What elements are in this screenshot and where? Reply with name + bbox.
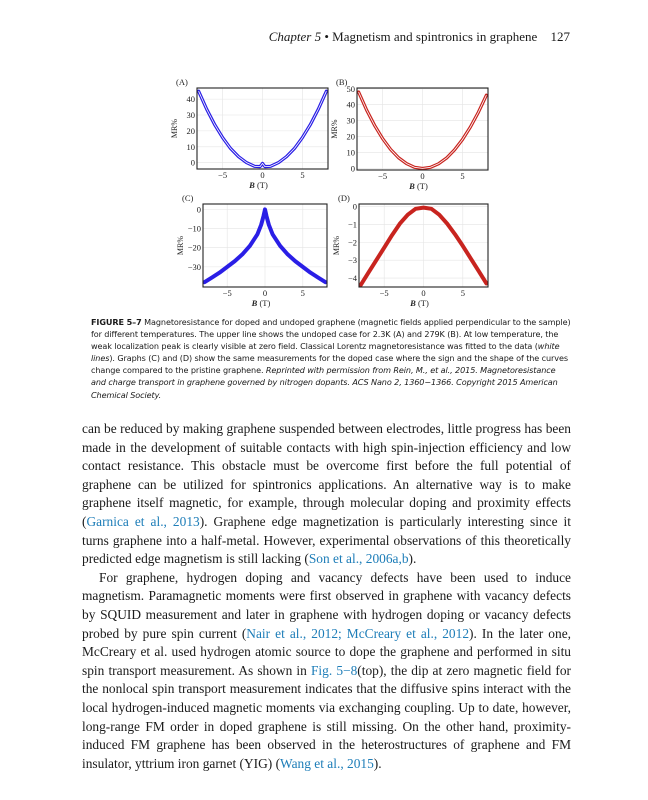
- panel-label: (A): [176, 77, 188, 87]
- panel-label: (C): [182, 193, 194, 203]
- y-tick-label: 0: [353, 202, 357, 212]
- figure-label: FIGURE 5–7: [91, 317, 142, 327]
- plot-frame: [356, 87, 489, 171]
- x-tick-label: 0: [260, 170, 264, 180]
- citation-link[interactable]: Garnica et al., 2013: [86, 513, 200, 529]
- y-tick-label: 0: [191, 158, 195, 168]
- y-tick-label: 20: [187, 126, 196, 136]
- x-tick-label: 0: [420, 171, 424, 181]
- plot-frame: [358, 203, 489, 288]
- x-axis-variable: B: [248, 180, 255, 190]
- caption-text: Reprinted with permission from Rein, M.,…: [91, 365, 558, 400]
- y-tick-label: 0: [351, 163, 355, 173]
- paragraph-text: ). Graphene edge magnetization is partic…: [82, 513, 571, 567]
- y-tick-label: −30: [188, 262, 201, 272]
- y-tick-label: 10: [347, 147, 356, 157]
- x-axis-label: B (T): [248, 180, 268, 190]
- x-axis-unit: (T): [415, 181, 428, 191]
- y-tick-label: 40: [187, 94, 196, 104]
- body-text: can be reduced by making graphene suspen…: [82, 420, 571, 773]
- y-tick-label: −3: [348, 255, 357, 265]
- bullet: •: [324, 29, 329, 44]
- x-tick-label: −5: [218, 170, 227, 180]
- caption-text: Magnetoresistance for doped and undoped …: [91, 317, 571, 352]
- caption-text: ). Graphs (C) and (D) show the same meas…: [91, 353, 568, 376]
- x-tick-label: 0: [421, 288, 425, 298]
- page-number: 127: [550, 29, 571, 44]
- y-tick-label: −1: [348, 220, 357, 230]
- paragraph-text: ).: [373, 755, 382, 771]
- y-tick-label: 20: [347, 132, 356, 142]
- y-tick-label: −10: [188, 224, 201, 234]
- figure-caption: FIGURE 5–7 Magnetoresistance for doped a…: [91, 316, 571, 401]
- plot-frame: [202, 203, 328, 288]
- fit-line: [198, 91, 327, 168]
- caption-text: white lines: [91, 341, 560, 364]
- y-axis-label: MR%: [170, 119, 179, 138]
- x-tick-label: −5: [223, 288, 232, 298]
- plot-frame: [196, 87, 329, 170]
- x-tick-label: 5: [460, 171, 464, 181]
- paragraph-text: ).: [408, 551, 417, 567]
- citation-link[interactable]: Fig. 5−8: [310, 662, 358, 678]
- panel-label: (B): [336, 77, 348, 87]
- x-tick-label: −5: [378, 171, 387, 181]
- paragraph-text: can be reduced by making graphene suspen…: [82, 421, 571, 529]
- panel-c: −5 0 5 0 −10 −20 −30 (C) MR% B (T): [176, 193, 328, 308]
- y-tick-label: 40: [347, 100, 356, 110]
- x-axis-variable: B: [409, 298, 416, 308]
- paragraph-text: For graphene, hydrogen doping and vacanc…: [82, 569, 571, 641]
- panel-a: −5 0 5 0 10 20 30 40 (A) MR% B (T): [170, 77, 329, 190]
- y-tick-label: 0: [197, 204, 201, 214]
- chapter-label: Chapter 5: [268, 29, 322, 44]
- y-axis-label: MR%: [176, 236, 185, 255]
- citation-link[interactable]: Son et al., 2006a,b: [308, 551, 409, 567]
- data-curve: [358, 205, 489, 288]
- paragraph: For graphene, hydrogen doping and vacanc…: [82, 569, 571, 774]
- x-axis-label: B (T): [409, 298, 429, 308]
- x-tick-label: 0: [263, 288, 267, 298]
- y-tick-label: −20: [188, 243, 201, 253]
- x-tick-label: 5: [300, 170, 304, 180]
- y-tick-label: 50: [347, 84, 356, 94]
- panel-d: −5 0 5 0 −1 −2 −3 −4 (D) MR% B (T): [332, 193, 489, 308]
- citation-link[interactable]: Wang et al., 2015: [280, 755, 374, 771]
- chapter-title: Magnetism and spintronics in graphene: [332, 29, 538, 44]
- x-axis-label: B (T): [408, 181, 428, 191]
- paragraph-text: (top), the dip at zero magnetic field fo…: [82, 662, 571, 771]
- x-axis-variable: B: [251, 298, 258, 308]
- y-tick-label: −4: [348, 273, 358, 283]
- running-head: Chapter 5 • Magnetism and spintronics in…: [269, 29, 570, 45]
- panel-label: (D): [338, 193, 350, 203]
- fit-line: [358, 91, 487, 169]
- x-tick-label: −5: [380, 288, 389, 298]
- y-tick-label: 30: [187, 110, 196, 120]
- paragraph-text: ). In the later one, McCreary et al. use…: [82, 625, 571, 678]
- x-axis-unit: (T): [416, 298, 429, 308]
- x-tick-label: 5: [301, 288, 305, 298]
- x-axis-label: B (T): [251, 298, 271, 308]
- x-axis-unit: (T): [257, 298, 270, 308]
- y-tick-label: 30: [347, 116, 356, 126]
- y-axis-label: MR%: [330, 119, 339, 138]
- citation-link[interactable]: Nair et al., 2012; McCreary et al., 2012: [246, 625, 470, 641]
- x-axis-unit: (T): [255, 180, 268, 190]
- y-axis-label: MR%: [332, 236, 341, 255]
- data-curve: [202, 207, 328, 285]
- paragraph: can be reduced by making graphene suspen…: [82, 420, 571, 569]
- y-tick-label: −2: [348, 237, 357, 247]
- x-tick-label: 5: [461, 288, 465, 298]
- x-axis-variable: B: [408, 181, 415, 191]
- y-tick-label: 10: [187, 142, 196, 152]
